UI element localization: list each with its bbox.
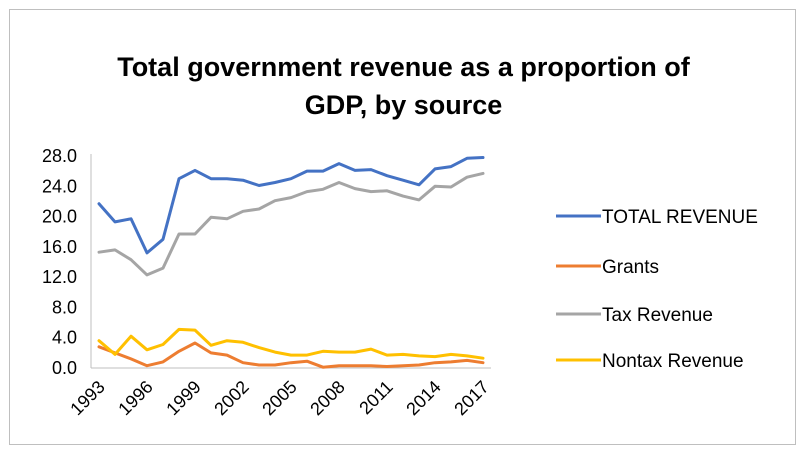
x-tick-label: 2002	[210, 377, 252, 419]
x-tick-label: 1999	[162, 377, 204, 419]
series-lines	[97, 156, 485, 369]
y-tick-label: 24.0	[42, 176, 77, 196]
chart-frame: Total government revenue as a proportion…	[9, 9, 796, 445]
y-tick-label: 0.0	[52, 358, 77, 378]
chart-title: Total government revenue as a proportion…	[10, 48, 797, 124]
series-line-tax-revenue	[97, 171, 485, 277]
x-tick-label: 2014	[402, 377, 444, 419]
x-tick-label: 1996	[114, 377, 156, 419]
legend-label-nontax-revenue: Nontax Revenue	[602, 351, 744, 372]
chart-title-line-1: Total government revenue as a proportion…	[117, 52, 690, 82]
y-tick-label: 28.0	[42, 146, 77, 166]
line-chart: 0.0 4.0 8.0 12.0 16.0 20.0 24.0 28.0 1993 1996 199…	[42, 146, 758, 419]
series-line-total-revenue	[97, 156, 485, 255]
x-tick-label: 2011	[355, 377, 397, 419]
legend-label-tax-revenue: Tax Revenue	[602, 305, 713, 326]
y-tick-label: 20.0	[42, 207, 77, 227]
series-line-nontax-revenue	[97, 327, 485, 360]
y-tick-label: 16.0	[42, 237, 77, 257]
axes: 0.0 4.0 8.0 12.0 16.0 20.0 24.0 28.0 1993 1996 199…	[42, 146, 493, 419]
x-tick-label: 1993	[66, 377, 108, 419]
x-tick-label: 2017	[450, 377, 492, 419]
chart-title-line-2: GDP, by source	[304, 90, 503, 120]
y-tick-label: 8.0	[52, 297, 77, 317]
x-tick-label: 2005	[258, 377, 300, 419]
legend: TOTAL REVENUE Grants Tax Revenue Nontax Rev…	[556, 207, 758, 372]
legend-label-total-revenue: TOTAL REVENUE	[602, 207, 758, 228]
x-tick-label: 2008	[306, 377, 348, 419]
y-tick-label: 4.0	[52, 328, 77, 348]
y-tick-label: 12.0	[42, 267, 77, 287]
legend-label-grants: Grants	[602, 257, 659, 278]
series-line-grants	[97, 341, 485, 369]
